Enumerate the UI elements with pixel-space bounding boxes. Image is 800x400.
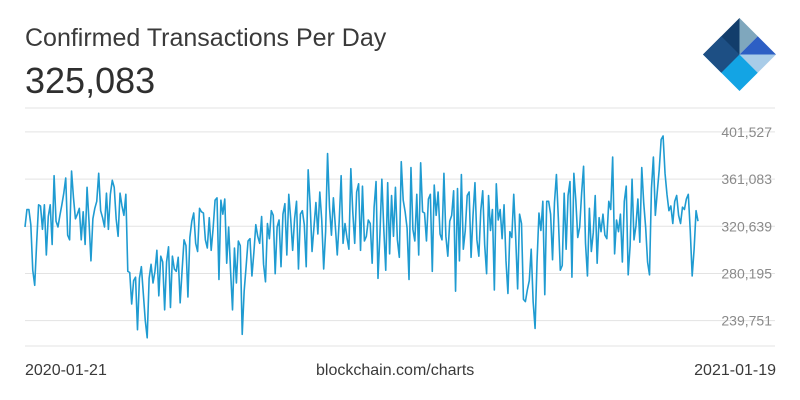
logo-left-dark-facet [703, 36, 740, 73]
series-line [24, 135, 699, 339]
y-tick-label: 280,195 [721, 265, 772, 281]
y-tick-label: 239,751 [721, 313, 772, 329]
start-date-label: 2020-01-21 [25, 362, 107, 379]
source-link[interactable]: blockchain.com/charts [316, 362, 475, 379]
y-tick-label: 401,527 [721, 124, 772, 140]
y-axis-ticks: 239,751 280,195 320,639 361,083 401,527 [721, 124, 772, 329]
chart-title: Confirmed Transactions Per Day [25, 24, 387, 52]
logo-top-right-facet [739, 18, 758, 55]
y-tick-label: 361,083 [721, 171, 772, 187]
y-tick-label: 320,639 [721, 218, 772, 234]
logo-right-facet [739, 36, 776, 55]
current-value: 325,083 [25, 60, 156, 101]
blockchain-logo-icon [703, 18, 776, 91]
logo-right-light-facet [739, 54, 776, 73]
end-date-label: 2021-01-19 [694, 362, 776, 379]
